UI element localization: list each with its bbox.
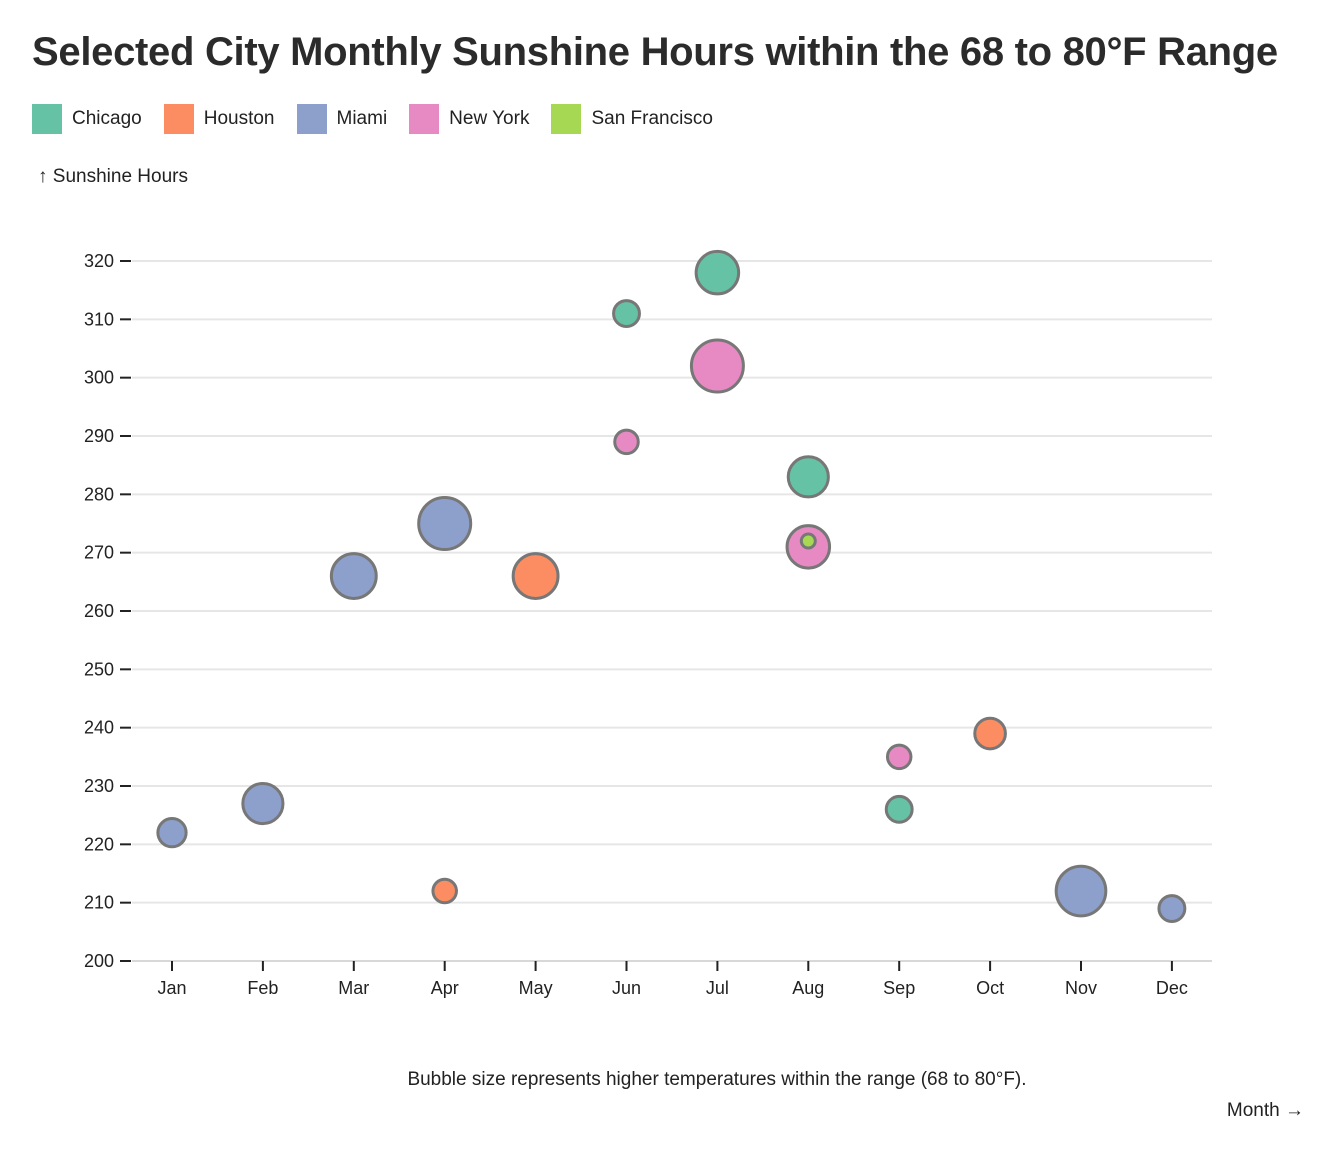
size-note: Bubble size represents higher temperatur… <box>407 1069 1026 1090</box>
bubble-miami-apr[interactable] <box>417 496 473 551</box>
bubble-chicago-sep[interactable] <box>884 794 914 824</box>
legend-label: Miami <box>336 108 388 129</box>
legend-label: New York <box>449 108 530 129</box>
legend-item-chicago: Chicago <box>32 104 142 134</box>
x-tick-label: Apr <box>431 978 459 998</box>
legend-label: Chicago <box>72 108 142 129</box>
legend-swatch <box>163 104 194 134</box>
bubble-chicago-aug[interactable] <box>786 455 830 499</box>
x-tick-label: Aug <box>792 978 824 998</box>
bubble-new-york-jul[interactable] <box>689 338 745 394</box>
x-tick-label: Oct <box>976 978 1004 998</box>
y-tick-label: 270 <box>84 543 114 563</box>
bubble-new-york-jun[interactable] <box>613 428 640 456</box>
legend-swatch <box>32 104 62 134</box>
x-tick-label: Nov <box>1065 978 1097 998</box>
x-tick-label: Sep <box>883 978 915 998</box>
bubble-miami-feb[interactable] <box>241 781 285 826</box>
legend-item-new-york: New York <box>409 104 529 134</box>
legend: Chicago Houston Miami New York San Francisco <box>32 104 735 134</box>
bubble-miami-dec[interactable] <box>1157 894 1187 923</box>
y-tick-label: 250 <box>84 659 114 679</box>
y-tick-label: 220 <box>84 834 114 854</box>
bubble-miami-jan[interactable] <box>156 817 188 849</box>
legend-swatch <box>296 104 327 134</box>
legend-label: San Francisco <box>591 108 713 129</box>
bubbles <box>156 249 1187 923</box>
legend-swatch <box>551 104 582 134</box>
y-tick-label: 240 <box>84 718 114 738</box>
x-tick-label: Mar <box>338 978 369 998</box>
x-tick-label: Jul <box>706 978 729 998</box>
x-tick-label: May <box>519 978 553 998</box>
bubble-houston-apr[interactable] <box>431 877 458 905</box>
y-axis: 200 210 220 230 240 250 260 270 280 290 300 310 320 <box>84 251 131 971</box>
bubble-houston-may[interactable] <box>511 552 560 600</box>
bubble-miami-mar[interactable] <box>329 552 378 600</box>
x-tick-label: Jun <box>612 978 641 998</box>
y-tick-label: 290 <box>84 426 114 446</box>
x-tick-label: Dec <box>1156 978 1188 998</box>
x-axis-label: Month → <box>1227 1100 1304 1121</box>
bubble-chicago-jul[interactable] <box>694 249 741 296</box>
x-axis: Jan Feb Mar Apr May Jun Jul Aug Sep Oct Nov Dec <box>157 961 1188 998</box>
y-tick-label: 230 <box>84 776 114 796</box>
legend-item-miami: Miami <box>296 104 388 134</box>
grid-lines <box>132 260 1212 962</box>
y-tick-label: 200 <box>84 951 114 971</box>
y-tick-label: 300 <box>84 368 114 388</box>
y-tick-label: 320 <box>84 251 114 271</box>
y-tick-label: 310 <box>84 309 114 329</box>
y-axis-label: ↑ Sunshine Hours <box>38 166 188 187</box>
legend-swatch <box>409 104 440 134</box>
legend-item-houston: Houston <box>163 104 275 134</box>
chart-title: Selected City Monthly Sunshine Hours wit… <box>32 30 1278 74</box>
bubble-new-york-sep[interactable] <box>885 743 913 771</box>
y-tick-label: 260 <box>84 601 114 621</box>
bubble-houston-oct[interactable] <box>973 716 1007 751</box>
x-tick-label: Feb <box>247 978 278 998</box>
legend-label: Houston <box>203 108 275 129</box>
legend-item-san-francisco: San Francisco <box>551 104 713 134</box>
bubble-san-francisco-aug[interactable] <box>799 532 817 550</box>
y-tick-label: 280 <box>84 484 114 504</box>
bubble-chicago-jun[interactable] <box>612 299 641 328</box>
bubble-miami-nov[interactable] <box>1054 864 1108 918</box>
y-tick-label: 210 <box>84 893 114 913</box>
x-tick-label: Jan <box>157 978 186 998</box>
